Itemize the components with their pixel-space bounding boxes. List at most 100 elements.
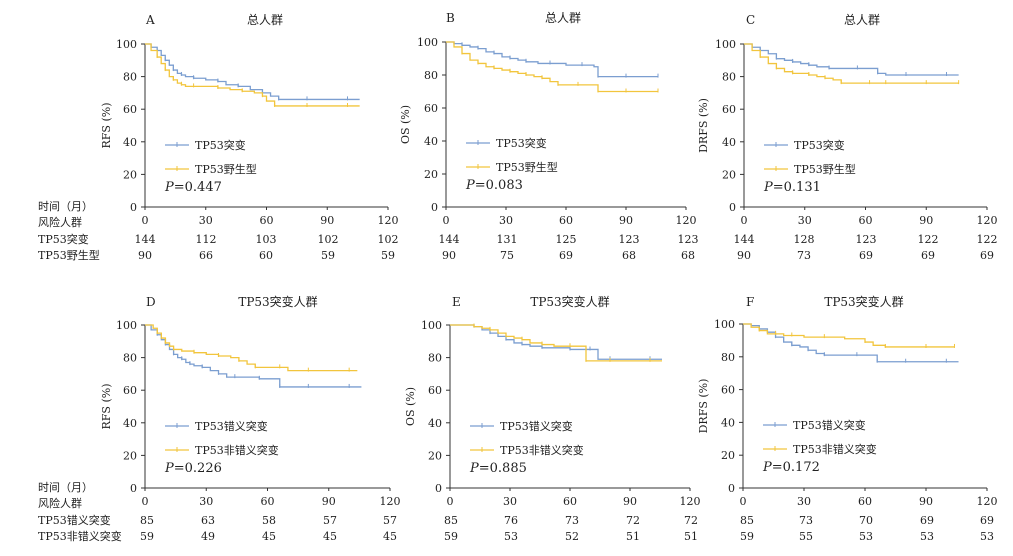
y-tick-label: 0 — [130, 482, 137, 495]
y-tick-label: 80 — [123, 352, 137, 365]
legend-label-group2: TP53野生型 — [195, 162, 257, 176]
p-value-symbol: P — [465, 178, 475, 193]
y-tick-label: 100 — [116, 38, 137, 51]
at-risk-count: 144 — [734, 233, 755, 246]
y-tick-label: 80 — [123, 71, 137, 84]
time-months-label: 时间（月） — [38, 200, 93, 213]
p-value-number: =0.885 — [479, 461, 527, 476]
at-risk-count: 53 — [859, 530, 873, 543]
panel-title: 总人群 — [844, 13, 880, 27]
time-months-label: 时间（月） — [38, 481, 93, 494]
legend-label-group1: TP53错义突变 — [500, 419, 573, 433]
km-curve-group1 — [145, 324, 362, 388]
at-risk-count: 45 — [262, 530, 276, 543]
x-tick-label: 120 — [380, 495, 401, 508]
at-risk-count: 112 — [196, 233, 217, 246]
y-tick-label: 60 — [721, 384, 735, 397]
at-risk-count: 69 — [559, 249, 573, 262]
y-tick-label: 60 — [424, 102, 438, 115]
at-risk-count: 125 — [556, 233, 577, 246]
y-tick-label: 20 — [424, 168, 438, 181]
at-risk-count: 59 — [140, 530, 154, 543]
km-curve-group1 — [450, 324, 662, 360]
y-tick-label: 40 — [721, 416, 735, 429]
at-risk-count: 73 — [799, 514, 813, 527]
y-tick-label: 0 — [431, 201, 438, 214]
km-curve-group2 — [145, 43, 360, 107]
at-risk-count: 76 — [504, 514, 518, 527]
at-risk-count: 45 — [323, 530, 337, 543]
at-risk-count: 69 — [980, 249, 994, 262]
x-tick-label: 90 — [619, 214, 633, 227]
panel-letter: C — [746, 13, 755, 27]
x-tick-label: 60 — [858, 495, 872, 508]
at-risk-count: 69 — [920, 514, 934, 527]
y-tick-label: 0 — [130, 201, 137, 214]
panel-a: A 总人群 0 20 40 60 80 100 0 30 60 90 120 RFS (%) TP53突变 1… — [100, 13, 399, 262]
panel-d: D TP53突变人群 0 20 40 60 80 100 0 30 60 90 120 RFS (%) TP… — [100, 294, 401, 543]
at-risk-count: 75 — [500, 249, 514, 262]
panel-letter: F — [746, 295, 754, 309]
y-axis-label: RFS (%) — [100, 103, 113, 149]
y-tick-label: 100 — [116, 319, 137, 332]
panel-title: TP53突变人群 — [238, 294, 317, 309]
legend-label-group1: TP53错义突变 — [195, 419, 268, 433]
at-risk-count: 69 — [921, 249, 935, 262]
km-curve-group1 — [743, 323, 959, 363]
at-risk-count: 70 — [859, 514, 873, 527]
panel-e: E TP53突变人群 0 20 40 60 80 100 0 30 60 90 120 OS (%) TP5… — [404, 294, 701, 543]
at-risk-count: 69 — [859, 249, 873, 262]
y-tick-label: 100 — [714, 318, 735, 331]
at-risk-count: 59 — [321, 249, 335, 262]
y-tick-label: 80 — [721, 351, 735, 364]
y-tick-label: 100 — [417, 36, 438, 49]
risk-row-label-group2: TP53非错义突变 — [38, 529, 122, 543]
at-risk-count: 60 — [259, 249, 273, 262]
at-risk-count: 73 — [797, 249, 811, 262]
y-tick-label: 60 — [722, 103, 736, 116]
x-tick-label: 0 — [740, 495, 747, 508]
p-value: P=0.083 — [465, 178, 523, 193]
at-risk-count: 144 — [439, 233, 460, 246]
panel-title: 总人群 — [545, 11, 581, 25]
at-risk-count: 128 — [794, 233, 815, 246]
y-tick-label: 100 — [715, 38, 736, 51]
p-value-symbol: P — [469, 461, 479, 476]
legend-label-group1: TP53突变 — [195, 138, 246, 152]
km-curve-group2 — [744, 43, 959, 84]
p-value-symbol: P — [763, 180, 773, 195]
y-tick-label: 20 — [123, 168, 137, 181]
p-value-number: =0.083 — [475, 178, 523, 193]
at-risk-count: 59 — [381, 249, 395, 262]
y-tick-label: 20 — [722, 168, 736, 181]
y-axis-label: DRFS (%) — [697, 98, 710, 153]
x-tick-label: 120 — [977, 495, 998, 508]
panel-letter: A — [145, 13, 155, 27]
at-risk-count: 55 — [799, 530, 813, 543]
y-axis-label: DRFS (%) — [697, 379, 710, 434]
risk-row-label-group2: TP53野生型 — [38, 248, 100, 262]
y-axis-label: OS (%) — [404, 387, 417, 426]
panel-title: TP53突变人群 — [824, 294, 903, 309]
km-curve-group2 — [743, 323, 955, 348]
legend-label-group2: TP53野生型 — [496, 160, 558, 174]
x-tick-label: 120 — [680, 495, 701, 508]
at-risk-count: 102 — [318, 233, 339, 246]
x-tick-label: 90 — [919, 495, 933, 508]
x-tick-label: 60 — [260, 214, 274, 227]
panel-title: 总人群 — [247, 13, 283, 27]
y-tick-label: 40 — [424, 135, 438, 148]
at-risk-count: 51 — [626, 530, 640, 543]
y-tick-label: 40 — [123, 136, 137, 149]
at-risk-count: 102 — [378, 233, 399, 246]
p-value: P=0.172 — [762, 460, 820, 475]
y-tick-label: 60 — [123, 384, 137, 397]
at-risk-count: 123 — [678, 233, 699, 246]
at-risk-count: 53 — [504, 530, 518, 543]
at-risk-label: 风险人群 — [38, 496, 82, 510]
at-risk-count: 69 — [980, 514, 994, 527]
at-risk-count: 72 — [684, 514, 698, 527]
at-risk-count: 53 — [920, 530, 934, 543]
legend-label-group1: TP53突变 — [496, 136, 547, 150]
km-curve-group2 — [145, 324, 358, 372]
